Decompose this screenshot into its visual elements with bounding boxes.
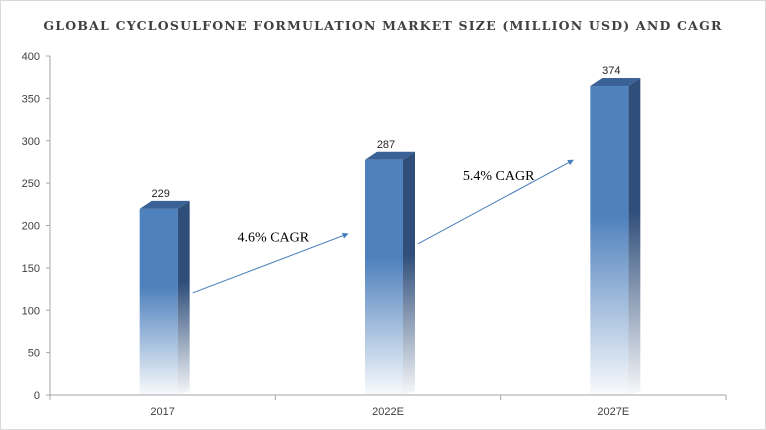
bar-top xyxy=(139,200,190,209)
bar-front xyxy=(139,208,178,395)
bar-front xyxy=(365,159,403,395)
y-tick-label: 350 xyxy=(22,93,40,105)
data-label: 374 xyxy=(602,65,620,77)
bar xyxy=(365,151,415,395)
x-tick-label: 2017 xyxy=(150,406,174,418)
data-labels: 229 287 374 xyxy=(151,65,620,200)
chart-title: GLOBAL CYCLOSULFONE FORMULATION MARKET S… xyxy=(43,18,723,33)
bars xyxy=(139,78,641,395)
x-tick-label: 2022E xyxy=(372,406,404,418)
axes: 0 50 100 150 200 250 300 350 400 2017 2022E 2027E xyxy=(22,51,727,418)
y-tick-label: 200 xyxy=(22,221,40,233)
y-tick-label: 400 xyxy=(22,51,40,63)
bar-side xyxy=(628,78,641,395)
y-tick-label: 50 xyxy=(28,348,40,360)
cagr-arrow xyxy=(192,232,349,294)
bar-side xyxy=(177,200,190,395)
y-tick-label: 0 xyxy=(34,390,40,402)
cagr-arrow xyxy=(417,159,574,245)
bar xyxy=(139,200,190,395)
x-tick-label: 2027E xyxy=(597,406,629,418)
cagr-label: 5.4% CAGR xyxy=(463,169,535,184)
bar xyxy=(590,78,641,395)
y-tick-label: 250 xyxy=(22,178,40,190)
bar-top xyxy=(590,78,641,87)
bar-front xyxy=(590,86,629,395)
cagr-label: 4.6% CAGR xyxy=(238,230,310,245)
y-tick-label: 300 xyxy=(22,136,40,148)
y-tick-label: 150 xyxy=(22,263,40,275)
cagr-annotations: 4.6% CAGR 5.4% CAGR xyxy=(192,159,574,294)
data-label: 287 xyxy=(377,139,395,151)
y-tick-label: 100 xyxy=(22,305,40,317)
bar-top xyxy=(365,151,415,160)
data-label: 229 xyxy=(151,188,169,200)
bar-side xyxy=(403,151,415,395)
